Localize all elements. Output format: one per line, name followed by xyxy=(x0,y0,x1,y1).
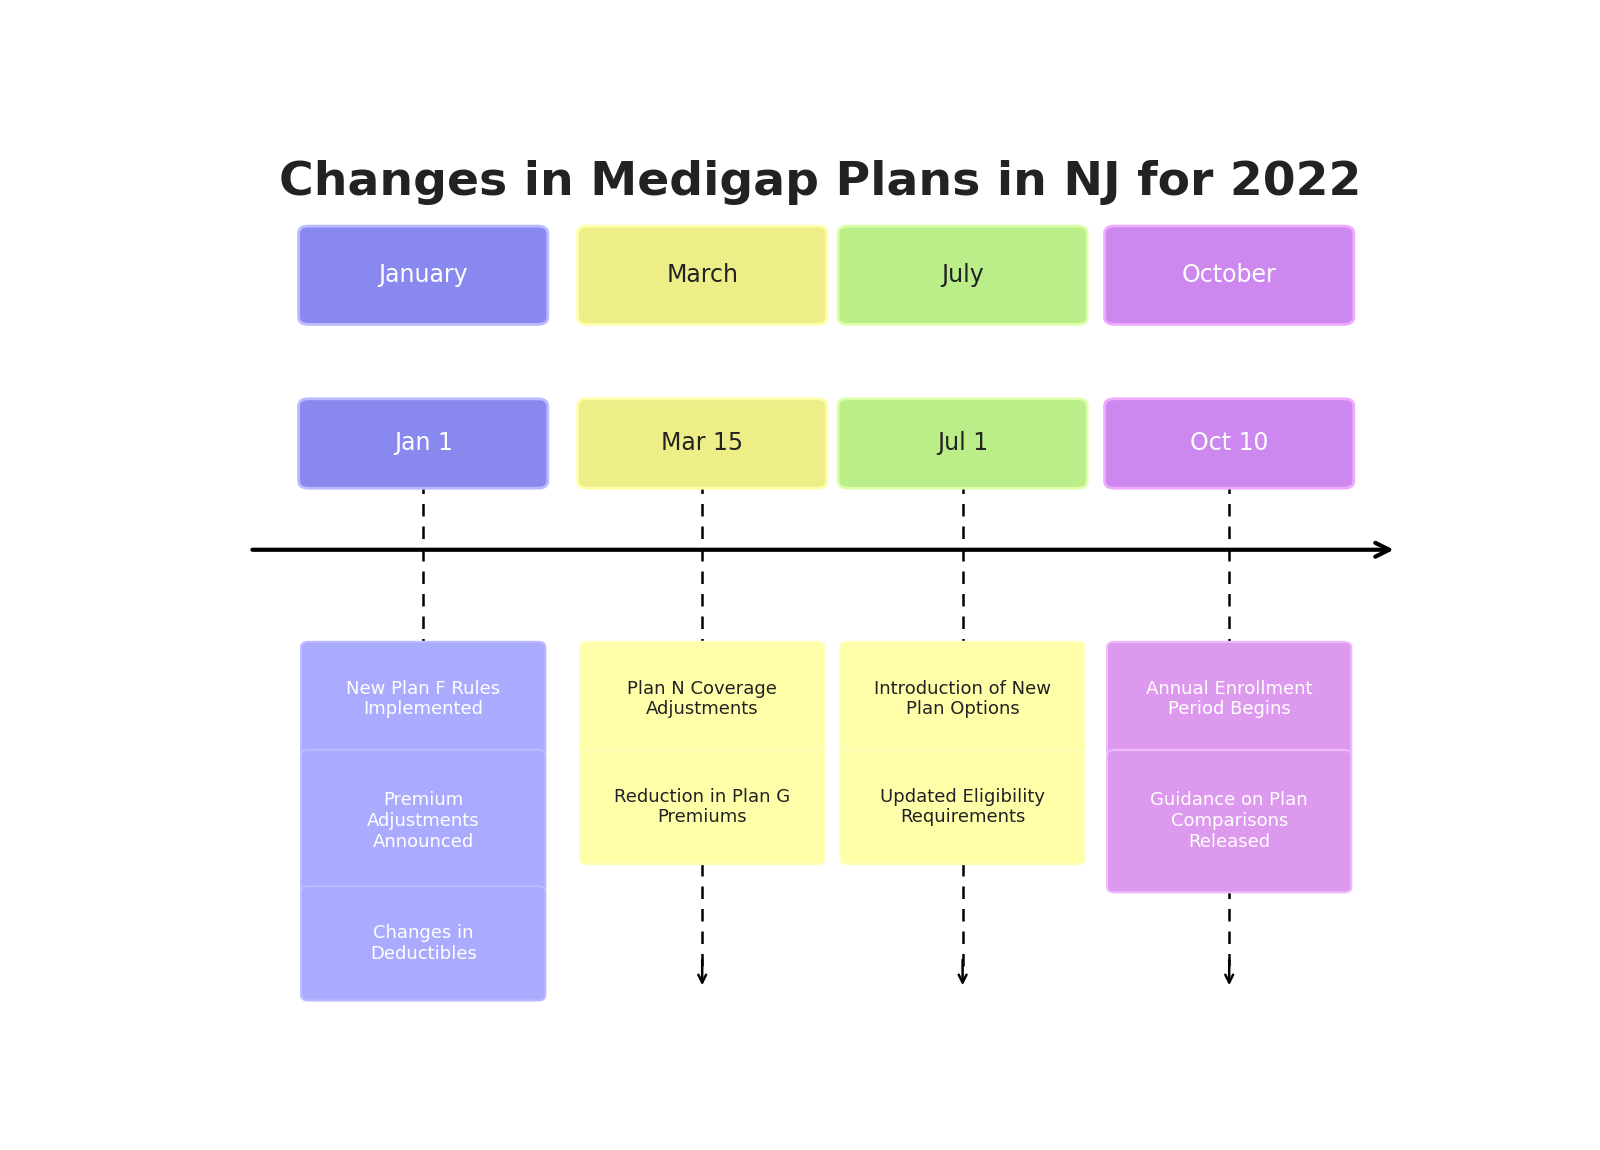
FancyBboxPatch shape xyxy=(1107,642,1352,756)
FancyBboxPatch shape xyxy=(299,399,547,489)
FancyBboxPatch shape xyxy=(301,642,546,756)
Text: October: October xyxy=(1182,263,1277,288)
FancyBboxPatch shape xyxy=(1104,399,1354,489)
Text: Jan 1: Jan 1 xyxy=(394,431,453,455)
Text: Oct 10: Oct 10 xyxy=(1190,431,1269,455)
Text: March: March xyxy=(666,263,738,288)
Text: New Plan F Rules
Implemented: New Plan F Rules Implemented xyxy=(346,680,501,719)
Text: Updated Eligibility
Requirements: Updated Eligibility Requirements xyxy=(880,788,1045,827)
FancyBboxPatch shape xyxy=(299,227,547,324)
Text: Annual Enrollment
Period Begins: Annual Enrollment Period Begins xyxy=(1146,680,1312,719)
Text: Changes in Medigap Plans in NJ for 2022: Changes in Medigap Plans in NJ for 2022 xyxy=(278,160,1362,205)
Text: Introduction of New
Plan Options: Introduction of New Plan Options xyxy=(874,680,1051,719)
FancyBboxPatch shape xyxy=(840,642,1085,756)
Text: July: July xyxy=(941,263,984,288)
FancyBboxPatch shape xyxy=(578,399,827,489)
FancyBboxPatch shape xyxy=(838,227,1088,324)
FancyBboxPatch shape xyxy=(1104,227,1354,324)
Text: Guidance on Plan
Comparisons
Released: Guidance on Plan Comparisons Released xyxy=(1150,791,1309,851)
FancyBboxPatch shape xyxy=(838,399,1088,489)
FancyBboxPatch shape xyxy=(840,750,1085,864)
FancyBboxPatch shape xyxy=(581,750,824,864)
FancyBboxPatch shape xyxy=(301,750,546,892)
FancyBboxPatch shape xyxy=(581,642,824,756)
Text: Plan N Coverage
Adjustments: Plan N Coverage Adjustments xyxy=(627,680,778,719)
Text: Mar 15: Mar 15 xyxy=(661,431,744,455)
Text: Jul 1: Jul 1 xyxy=(938,431,989,455)
FancyBboxPatch shape xyxy=(578,227,827,324)
FancyBboxPatch shape xyxy=(1107,750,1352,892)
Text: Changes in
Deductibles: Changes in Deductibles xyxy=(370,923,477,963)
Text: Reduction in Plan G
Premiums: Reduction in Plan G Premiums xyxy=(614,788,790,827)
Text: January: January xyxy=(378,263,469,288)
Text: Premium
Adjustments
Announced: Premium Adjustments Announced xyxy=(366,791,480,851)
FancyBboxPatch shape xyxy=(301,887,546,1000)
